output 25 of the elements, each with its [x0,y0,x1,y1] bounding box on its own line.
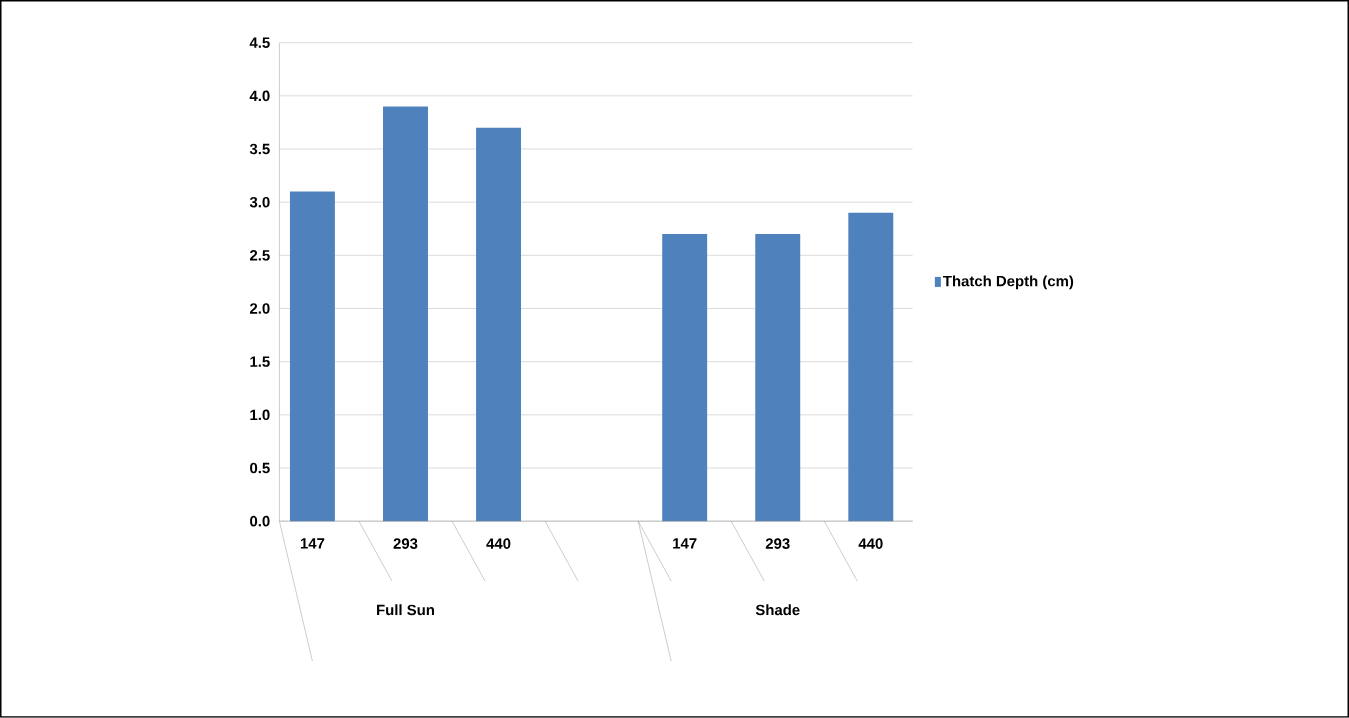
x-tick-label: 147 [300,538,325,549]
y-tick-label: 3.0 [249,197,270,208]
x-tick-label: 440 [858,538,883,550]
bar [755,234,801,522]
x-tick-label: 293 [765,538,790,550]
legend-label: Thatch Depth (cm) [943,275,1074,290]
y-tick-label: 4.5 [249,37,270,49]
y-tick-label: 2.5 [249,250,270,261]
y-tick-label: 1.5 [250,356,270,368]
bar [662,234,708,522]
bar [289,191,335,522]
y-tick-label: 0.5 [250,462,270,474]
y-tick-label: 2.0 [249,303,270,314]
x-tick-label: 293 [393,538,418,550]
bar [476,127,522,522]
y-tick-label: 1.0 [250,409,270,421]
y-tick-label: 3.5 [249,143,270,155]
bar [383,106,428,522]
bar [848,212,894,522]
x-tick-label: 440 [486,538,511,550]
x-tick-label: 147 [673,538,697,549]
text: Full Sun [377,604,434,616]
y-tick-label: 0.0 [250,516,270,527]
y-tick-label: 4.0 [249,90,270,102]
text: Shade [755,604,800,616]
